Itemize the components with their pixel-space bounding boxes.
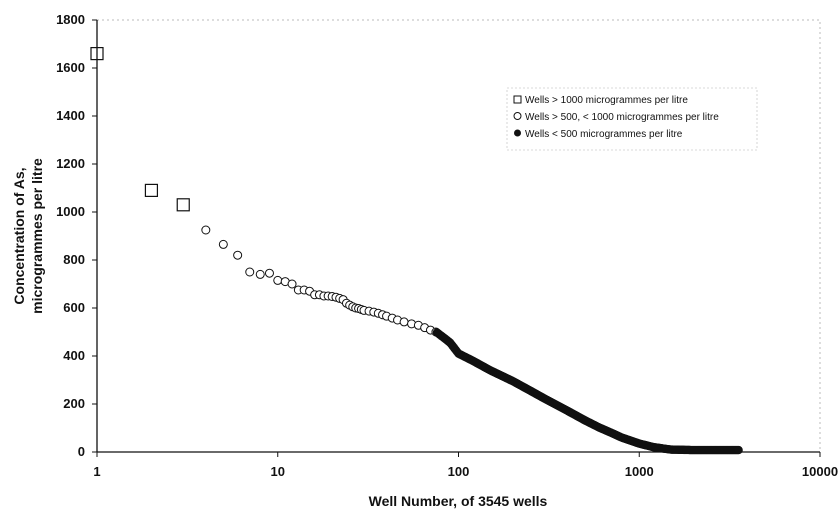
y-tick-label: 200 [63, 396, 85, 411]
point-over-1000 [144, 183, 159, 197]
legend-square-marker [513, 95, 522, 104]
legend-open-circle-marker [513, 112, 522, 120]
point-500-to-1000 [287, 279, 297, 289]
x-tick-label: 10 [271, 464, 285, 479]
legend-box [506, 87, 758, 151]
y-tick-label: 1200 [56, 156, 85, 171]
y-axis-label-line-1: Concentration of As, [11, 167, 27, 304]
legend: Wells > 1000 microgrammes per litre Well… [506, 87, 758, 151]
point-over-1000 [176, 198, 190, 212]
point-500-to-1000 [233, 250, 243, 260]
y-tick-label: 600 [63, 300, 85, 315]
x-axis-ticks: 1 10 100 1000 10000 [93, 452, 838, 479]
y-axis-ticks: 0 200 400 600 800 1000 1200 1400 1600 1800 [56, 12, 97, 459]
legend-label-500-1000: Wells > 500, < 1000 microgrammes per lit… [525, 112, 719, 123]
y-tick-label: 1000 [56, 204, 85, 219]
x-tick-label: 10000 [802, 464, 838, 479]
y-tick-label: 1800 [56, 12, 85, 27]
x-tick-label: 100 [448, 464, 470, 479]
point-500-to-1000 [218, 239, 228, 249]
x-tick-label: 1000 [625, 464, 654, 479]
y-tick-label: 1400 [56, 108, 85, 123]
point-under-500 [734, 445, 743, 455]
point-500-to-1000 [245, 267, 255, 277]
legend-filled-circle-marker [514, 129, 521, 137]
y-tick-label: 0 [78, 444, 85, 459]
point-500-to-1000 [273, 275, 283, 285]
x-tick-label: 1 [93, 464, 100, 479]
point-500-to-1000 [201, 225, 211, 235]
point-500-to-1000 [399, 317, 409, 327]
x-axis-label: Well Number, of 3545 wells [369, 493, 548, 509]
y-axis-label-line-2: microgrammes per litre [29, 158, 45, 314]
data-points [90, 46, 743, 455]
y-tick-label: 400 [63, 348, 85, 363]
plot-area [96, 19, 821, 453]
y-tick-label: 800 [63, 252, 85, 267]
legend-label-over-1000: Wells > 1000 microgrammes per litre [525, 95, 688, 106]
point-over-1000 [90, 46, 104, 61]
point-500-to-1000 [264, 268, 274, 278]
legend-label-under-500: Wells < 500 microgrammes per litre [525, 129, 683, 140]
y-tick-label: 1600 [56, 60, 85, 75]
point-500-to-1000 [255, 269, 265, 279]
